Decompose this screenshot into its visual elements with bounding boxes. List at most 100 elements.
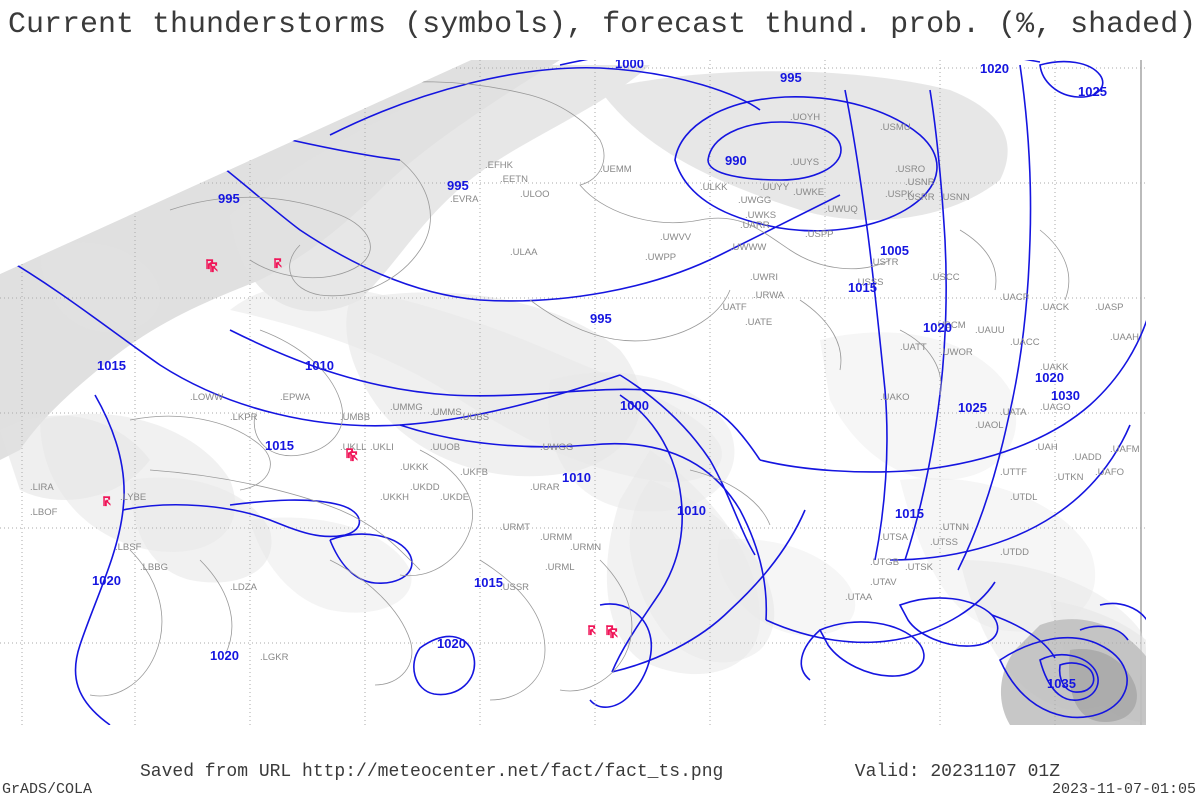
svg-text:.USPK: .USPK [885, 189, 914, 200]
svg-text:.UTNN: .UTNN [940, 522, 969, 533]
svg-text:.UAGO: .UAGO [1040, 402, 1071, 413]
svg-text:1015: 1015 [265, 438, 294, 453]
svg-text:.UATT: .UATT [900, 342, 927, 353]
svg-text:.EPWA: .EPWA [280, 392, 311, 403]
svg-text:.UAUU: .UAUU [975, 325, 1005, 336]
svg-text:1000: 1000 [620, 398, 649, 413]
svg-text:.UTSS: .UTSS [930, 537, 958, 548]
svg-text:.UWPP: .UWPP [645, 252, 676, 263]
svg-text:.UWVV: .UWVV [660, 232, 692, 243]
svg-text:1020: 1020 [923, 320, 952, 335]
svg-text:.UADD: .UADD [1072, 452, 1102, 463]
svg-text:1015: 1015 [474, 575, 503, 590]
svg-text:.USNR: .USNR [905, 177, 935, 188]
svg-text:1020: 1020 [980, 61, 1009, 76]
svg-text:.URML: .URML [545, 562, 575, 573]
svg-text:.UTDL: .UTDL [1010, 492, 1037, 503]
svg-text:.UUYS: .UUYS [790, 157, 819, 168]
svg-text:.UAFO: .UAFO [1095, 467, 1124, 478]
svg-text:.UAOL: .UAOL [975, 420, 1004, 431]
svg-text:.UASP: .UASP [1095, 302, 1124, 313]
svg-text:.UUBS: .UUBS [460, 412, 489, 423]
svg-text:.UATA: .UATA [1000, 407, 1027, 418]
svg-text:.UAKO: .UAKO [880, 392, 910, 403]
svg-text:1010: 1010 [305, 358, 334, 373]
svg-text:.UMMG: .UMMG [390, 402, 423, 413]
svg-text:.UKKK: .UKKK [400, 462, 429, 473]
svg-text:.UOYH: .UOYH [790, 112, 820, 123]
svg-text:.UWOR: .UWOR [940, 347, 973, 358]
svg-text:1025: 1025 [958, 400, 987, 415]
svg-text:.UWGG: .UWGG [540, 442, 573, 453]
svg-text:995: 995 [218, 191, 240, 206]
svg-text:.ULKK: .ULKK [700, 182, 728, 193]
svg-text:.UTAA: .UTAA [845, 592, 873, 603]
svg-text:.LBSF: .LBSF [115, 542, 142, 553]
svg-text:1015: 1015 [97, 358, 126, 373]
svg-text:.UATE: .UATE [745, 317, 772, 328]
svg-text:.UMBB: .UMBB [340, 412, 370, 423]
svg-text:.UWGG: .UWGG [738, 195, 771, 206]
svg-text:.UACC: .UACC [1010, 337, 1040, 348]
svg-text:.UWWW: .UWWW [730, 242, 766, 253]
svg-text:.UACP: .UACP [1000, 292, 1029, 303]
svg-text:1000: 1000 [615, 56, 644, 71]
svg-text:.UWUQ: .UWUQ [825, 204, 858, 215]
svg-text:.USCC: .USCC [930, 272, 960, 283]
svg-text:.UKKH: .UKKH [380, 492, 409, 503]
svg-text:1020: 1020 [437, 636, 466, 651]
svg-text:.USRO: .USRO [895, 164, 925, 175]
svg-text:.URMT: .URMT [500, 522, 530, 533]
svg-text:.UAH: .UAH [1035, 442, 1058, 453]
svg-text:995: 995 [447, 178, 469, 193]
svg-text:.UKDD: .UKDD [410, 482, 440, 493]
svg-text:1025: 1025 [1078, 84, 1107, 99]
svg-text:.LDZA: .LDZA [230, 582, 258, 593]
svg-text:.UARR: .UARR [740, 220, 770, 231]
svg-text:995: 995 [590, 311, 612, 326]
svg-text:1020: 1020 [92, 573, 121, 588]
svg-text:.UKLI: .UKLI [370, 442, 394, 453]
svg-text:.UMMS: .UMMS [430, 407, 462, 418]
svg-text:.EVRA: .EVRA [450, 194, 479, 205]
svg-text:995: 995 [780, 70, 802, 85]
svg-text:.LBOF: .LBOF [30, 507, 58, 518]
svg-text:.USMU: .USMU [880, 122, 911, 133]
svg-text:.USTR: .USTR [870, 257, 899, 268]
svg-text:.UTSA: .UTSA [880, 532, 909, 543]
svg-text:.UTAV: .UTAV [870, 577, 897, 588]
svg-text:.LKPR: .LKPR [230, 412, 258, 423]
svg-text:.URMM: .URMM [540, 532, 572, 543]
svg-text:1015: 1015 [895, 506, 924, 521]
svg-text:.UUOB: .UUOB [430, 442, 460, 453]
svg-text:.UACK: .UACK [1040, 302, 1070, 313]
svg-text:.UWRI: .UWRI [750, 272, 778, 283]
svg-text:.LOWW: .LOWW [190, 392, 223, 403]
svg-text:1005: 1005 [880, 243, 909, 258]
svg-text:.UAFM: .UAFM [1110, 444, 1140, 455]
svg-text:1035: 1035 [1047, 676, 1076, 691]
svg-text:.EFHK: .EFHK [485, 160, 514, 171]
svg-text:990: 990 [725, 153, 747, 168]
svg-text:.UTSK: .UTSK [905, 562, 934, 573]
svg-text:.UWKE: .UWKE [793, 187, 824, 198]
svg-text:.UKDE: .UKDE [440, 492, 469, 503]
svg-text:.UUYY: .UUYY [760, 182, 790, 193]
svg-text:.UTDD: .UTDD [1000, 547, 1029, 558]
svg-text:.ULOO: .ULOO [520, 189, 550, 200]
svg-text:.UATF: .UATF [720, 302, 747, 313]
svg-text:.USSR: .USSR [500, 582, 529, 593]
svg-text:.EETN: .EETN [500, 174, 528, 185]
svg-text:.USPP: .USPP [805, 229, 834, 240]
svg-text:1010: 1010 [562, 470, 591, 485]
svg-text:1020: 1020 [1035, 370, 1064, 385]
svg-text:.LBBG: .LBBG [140, 562, 168, 573]
svg-text:.LYBE: .LYBE [120, 492, 146, 503]
svg-text:.LIRA: .LIRA [30, 482, 54, 493]
svg-text:.LGKR: .LGKR [260, 652, 289, 663]
svg-text:.URMN: .URMN [570, 542, 601, 553]
svg-text:.USNN: .USNN [940, 192, 970, 203]
svg-text:1015: 1015 [848, 280, 877, 295]
svg-text:.UTKN: .UTKN [1055, 472, 1084, 483]
svg-text:.URWA: .URWA [753, 290, 785, 301]
